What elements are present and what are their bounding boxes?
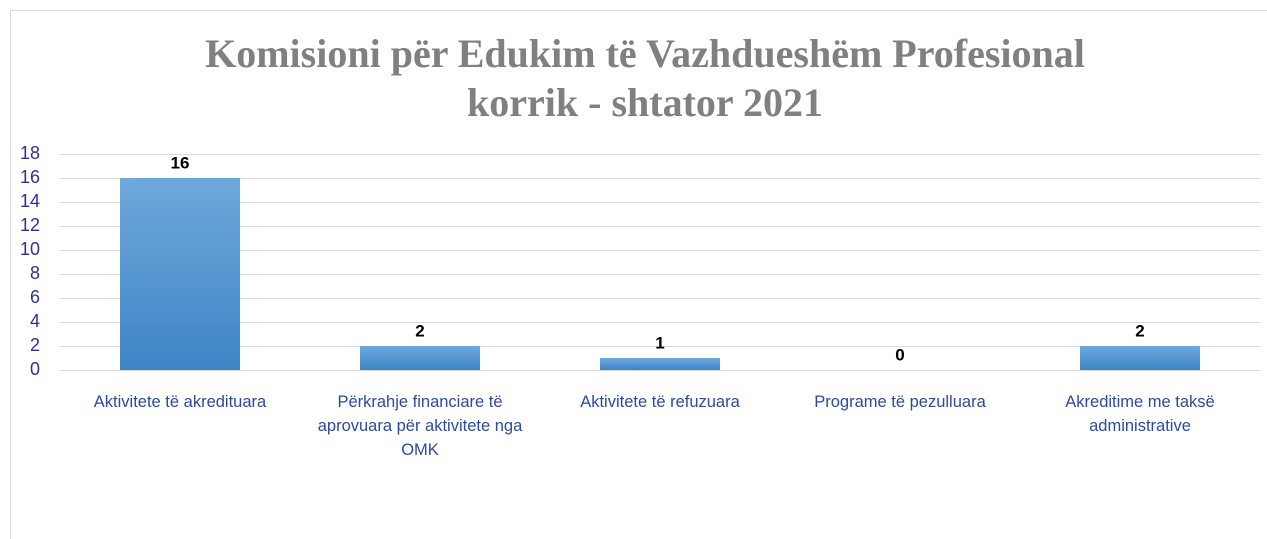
bar	[600, 358, 720, 370]
chart-border	[10, 10, 1267, 539]
bar	[120, 178, 240, 370]
y-tick-label: 18	[20, 143, 40, 163]
chart-title: Komisioni për Edukim të Vazhdueshëm Prof…	[205, 31, 1085, 76]
y-tick-label: 16	[20, 167, 40, 187]
y-tick-label: 10	[20, 239, 40, 259]
value-label: 2	[1135, 321, 1144, 340]
x-tick-label: Përkrahje financiare të aprovuara për ak…	[317, 393, 523, 459]
y-tick-label: 6	[30, 287, 40, 307]
value-label: 16	[171, 153, 190, 172]
x-tick-label: Programe të pezulluara	[814, 393, 986, 411]
value-label: 0	[895, 345, 904, 364]
y-tick-label: 8	[30, 263, 40, 283]
y-tick-label: 12	[20, 215, 40, 235]
value-label: 2	[415, 321, 424, 340]
y-tick-label: 2	[30, 335, 40, 355]
bar	[360, 346, 480, 370]
x-tick-label: Aktivitete të refuzuara	[580, 393, 740, 411]
bar	[1080, 346, 1200, 370]
y-tick-label: 0	[30, 359, 40, 379]
x-tick-label: Aktivitete të akredituara	[93, 393, 267, 411]
y-tick-label: 14	[20, 191, 40, 211]
y-tick-label: 4	[30, 311, 40, 331]
chart-subtitle: korrik - shtator 2021	[467, 80, 823, 125]
x-tick-label: Akreditime me taksë administrative	[1065, 393, 1215, 435]
value-label: 1	[655, 333, 664, 352]
